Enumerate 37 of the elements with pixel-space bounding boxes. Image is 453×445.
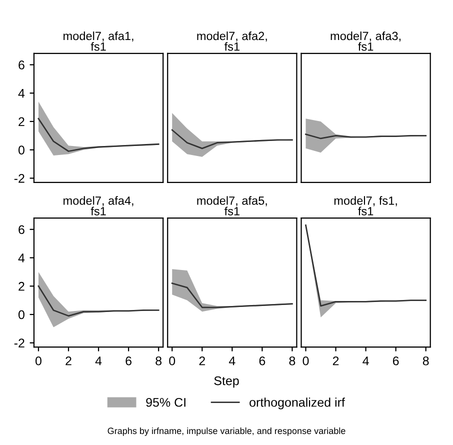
chart-title: model7, fs1, fs1 — [334, 196, 397, 216]
x-tick-label: 2 — [66, 356, 72, 366]
legend-label: orthogonalized irf — [250, 398, 345, 410]
y-tick-label: 6 — [18, 60, 24, 70]
y-tick-label: 0 — [18, 146, 24, 154]
y-tick-label: -2 — [14, 174, 24, 183]
x-tick-label: 6 — [126, 356, 132, 366]
x-tick-label: 4 — [95, 356, 102, 366]
x-tick-label: 6 — [392, 356, 399, 366]
x-tick-label: 0 — [302, 356, 309, 366]
text: 95% CI — [146, 398, 186, 407]
x-tick-label: 8 — [289, 356, 296, 366]
chart-title: model7, afa4, fs1 — [64, 196, 134, 216]
x-tick-label: 0 — [35, 356, 42, 366]
x-axis-title: Step — [214, 376, 239, 388]
x-tick-label: 2 — [199, 356, 205, 366]
line-series — [38, 285, 160, 317]
x-tick-label: 4 — [362, 356, 369, 366]
y-tick-label: 4 — [18, 254, 25, 262]
x-tick-label: 8 — [156, 356, 162, 366]
x-tick-label: 8 — [422, 356, 429, 366]
y-tick-label: -2 — [14, 338, 24, 348]
y-tick-label: 0 — [18, 310, 24, 320]
chart-title: model7, afa1, fs1 — [64, 31, 134, 51]
x-tick-label: 0 — [169, 356, 176, 366]
x-tick-label: 2 — [332, 356, 339, 366]
x-tick-label: 4 — [228, 356, 236, 366]
y-tick-label: 2 — [18, 117, 24, 126]
x-tick-label: 6 — [259, 356, 266, 366]
chart-title: model7, afa3, fs1 — [330, 31, 401, 51]
y-tick-label: 2 — [18, 282, 24, 291]
y-tick-label: 6 — [18, 225, 24, 234]
line-series — [38, 118, 160, 152]
chart-title: model7, afa5, fs1 — [197, 196, 267, 216]
text: Graphs by irfname, impulse variable, and response variable — [108, 427, 346, 436]
y-tick-label: 4 — [18, 89, 25, 98]
chart-title: model7, afa2, fs1 — [197, 31, 267, 51]
